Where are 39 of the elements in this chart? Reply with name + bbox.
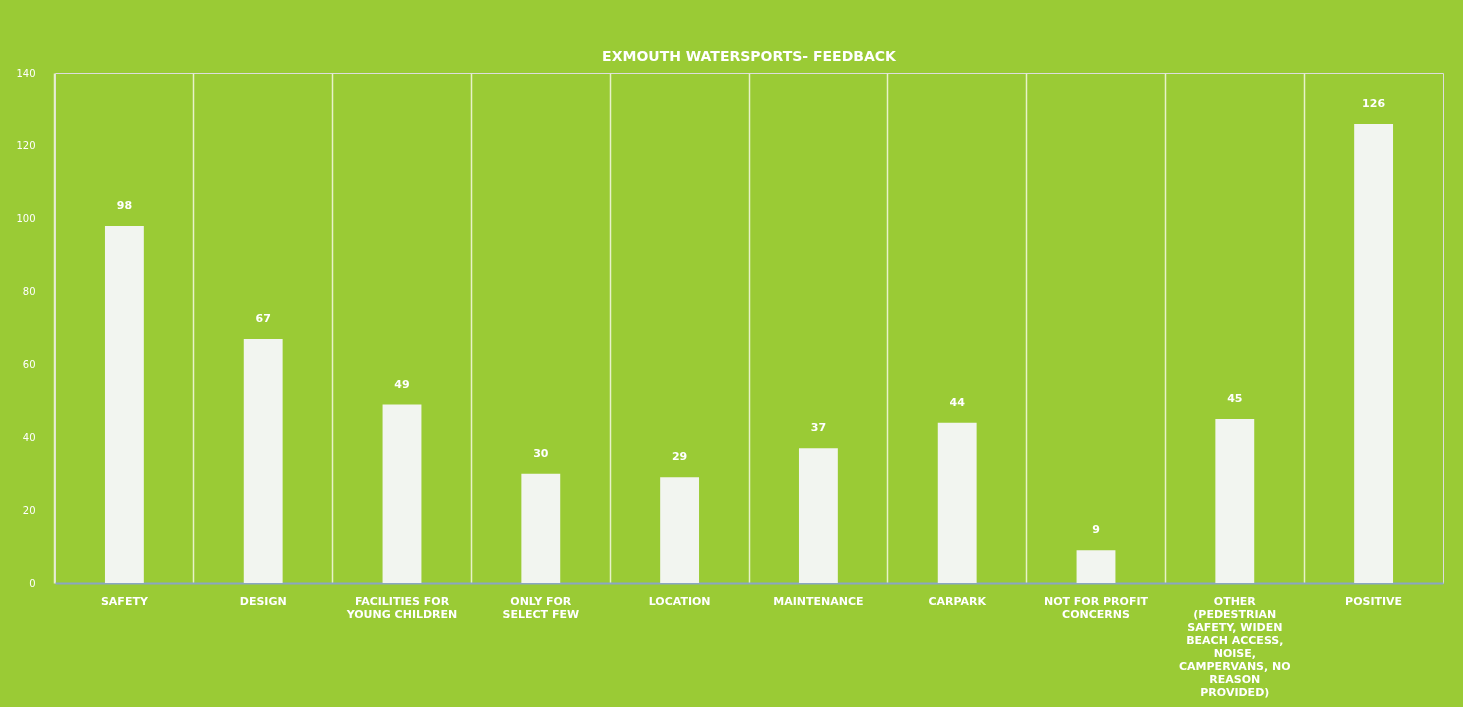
x-tick-label: SAFETY bbox=[100, 594, 149, 608]
x-tick-label: CARPARK bbox=[928, 594, 987, 608]
x-tick-label: DESIGN bbox=[239, 594, 287, 608]
bar bbox=[521, 473, 561, 583]
data-label: 98 bbox=[116, 199, 133, 212]
bar bbox=[104, 226, 144, 583]
data-label: 44 bbox=[949, 395, 966, 409]
data-label: 30 bbox=[533, 446, 549, 460]
x-tick-label: ONLY FOR SELECT FEW bbox=[502, 594, 580, 621]
x-tick-label: MAINTENANCE bbox=[773, 594, 864, 608]
y-tick-label: 120 bbox=[16, 140, 36, 152]
data-label: 37 bbox=[810, 421, 827, 435]
data-label: 45 bbox=[1227, 392, 1243, 406]
x-tick-label: NOT FOR PROFIT CONCERNS bbox=[1043, 594, 1149, 621]
bar bbox=[1354, 124, 1394, 583]
bar bbox=[660, 477, 700, 583]
bar bbox=[382, 404, 422, 583]
bar bbox=[798, 448, 838, 583]
y-tick-label: 60 bbox=[22, 358, 36, 370]
x-tick-label: FACILITIES FOR YOUNG CHILDREN bbox=[345, 594, 458, 621]
x-tick-label: LOCATION bbox=[648, 594, 711, 608]
chart-title: EXMOUTH WATERSPORTS- FEEDBACK bbox=[602, 48, 898, 64]
y-tick-label: 0 bbox=[29, 577, 36, 589]
y-tick-label: 140 bbox=[16, 67, 36, 79]
bar bbox=[243, 338, 283, 583]
y-tick-label: 20 bbox=[22, 504, 36, 516]
y-tick-label: 40 bbox=[22, 431, 36, 443]
data-label: 126 bbox=[1362, 97, 1386, 110]
data-label: 67 bbox=[255, 311, 271, 325]
y-tick-label: 80 bbox=[22, 286, 36, 298]
data-label: 49 bbox=[394, 377, 410, 391]
bar bbox=[1215, 419, 1255, 583]
y-tick-label: 100 bbox=[16, 213, 36, 225]
bar bbox=[937, 422, 977, 583]
data-label: 9 bbox=[1092, 523, 1100, 537]
bar bbox=[1076, 550, 1116, 583]
x-tick-label: POSITIVE bbox=[1345, 594, 1403, 608]
data-label: 29 bbox=[671, 450, 688, 464]
x-tick-label: OTHER (PEDESTRIAN SAFETY, WIDEN BEACH ACCESS, NOISE, CAMPERVANS, NO REASON PROVIDED) bbox=[1179, 594, 1291, 699]
